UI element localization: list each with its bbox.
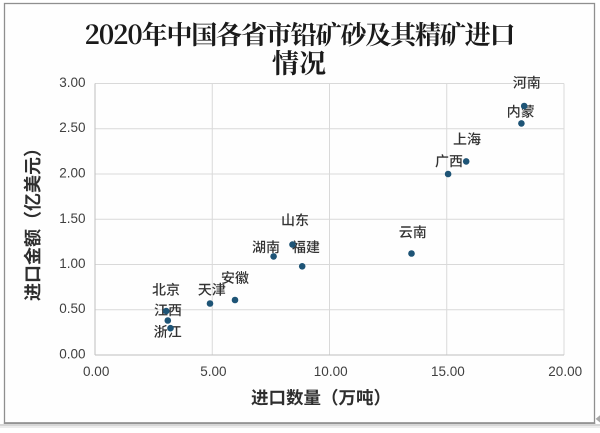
- svg-text:5.00: 5.00: [200, 364, 226, 379]
- svg-text:0.00: 0.00: [59, 347, 85, 362]
- svg-text:1.00: 1.00: [59, 256, 85, 271]
- svg-text:2.50: 2.50: [59, 120, 85, 135]
- svg-text:2.00: 2.00: [59, 166, 85, 181]
- svg-text:20.00: 20.00: [548, 364, 582, 379]
- svg-text:0.50: 0.50: [59, 301, 85, 316]
- svg-text:1.50: 1.50: [59, 211, 85, 226]
- svg-text:3.00: 3.00: [59, 75, 85, 90]
- svg-text:10.00: 10.00: [314, 364, 348, 379]
- svg-text:0.00: 0.00: [83, 364, 109, 379]
- svg-text:15.00: 15.00: [431, 364, 465, 379]
